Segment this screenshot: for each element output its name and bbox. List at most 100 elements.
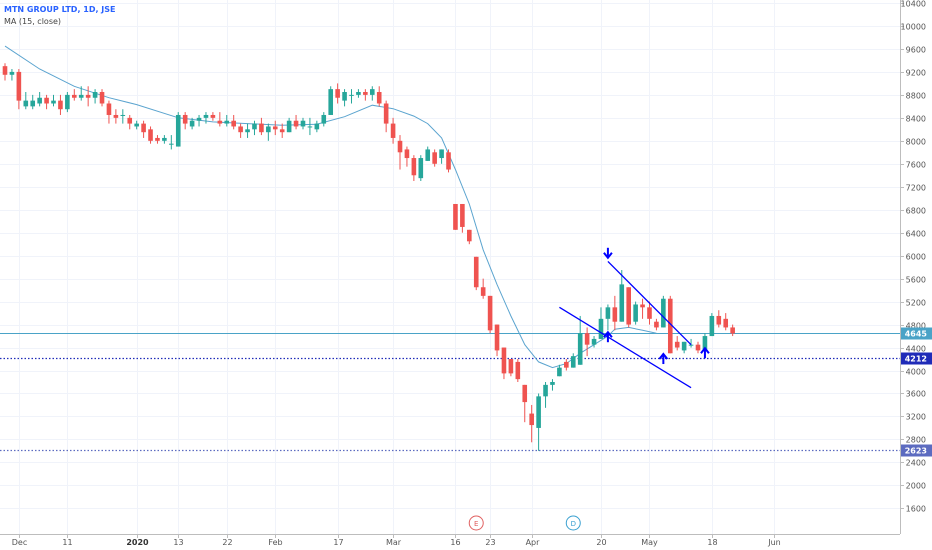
candle-body	[446, 152, 451, 170]
candle	[72, 89, 77, 101]
candle	[723, 313, 729, 331]
candle	[487, 295, 493, 334]
arrow-up-icon[interactable]	[700, 346, 710, 359]
candle-body	[58, 100, 63, 110]
candle-body	[453, 203, 458, 230]
price-level-badge	[901, 444, 932, 457]
candle	[44, 94, 49, 110]
candle	[155, 135, 160, 144]
trend-channel-drawing[interactable]	[559, 247, 710, 389]
candle	[286, 117, 292, 133]
candle-body	[557, 367, 562, 377]
candle-body	[321, 114, 327, 124]
candle-body	[148, 129, 153, 141]
channel-upper-line[interactable]	[607, 260, 692, 346]
chart-legend: MTN GROUP LTD, 1D, JSE MA (15, close)	[4, 4, 116, 28]
candle-body	[37, 97, 42, 104]
candle	[238, 123, 243, 138]
candle-body	[383, 103, 389, 124]
event-circle	[468, 515, 484, 531]
arrow-down-icon[interactable]	[603, 247, 613, 260]
candle-body	[432, 152, 437, 164]
candle-body	[245, 129, 250, 133]
candle-body	[72, 94, 77, 98]
candle-body	[127, 117, 133, 124]
candle-body	[238, 126, 243, 133]
time-axis[interactable]: Dec 11 2020 13 22 Feb 17 Mar 16 23 Apr 20 May 18 Jun	[0, 534, 900, 547]
candle	[335, 83, 340, 104]
event-label: E	[474, 520, 478, 528]
candle-body	[30, 100, 36, 107]
candle	[266, 123, 271, 141]
arrow-up-icon[interactable]	[658, 352, 669, 365]
candle	[231, 114, 236, 130]
candle	[543, 381, 548, 408]
candle-body	[716, 315, 722, 325]
candle	[418, 155, 424, 182]
symbol-title[interactable]: MTN GROUP LTD, 1D, JSE	[4, 5, 116, 14]
price-axis-background	[900, 0, 932, 550]
earnings-event-icon: E	[468, 515, 484, 531]
candle	[480, 278, 486, 299]
candle-body	[487, 295, 493, 331]
candle-body	[182, 114, 188, 124]
candle	[245, 123, 250, 138]
candle-body	[633, 304, 638, 322]
candle-body	[203, 114, 209, 118]
time-tick-label: 13	[173, 538, 183, 547]
candle-body	[626, 287, 631, 325]
candle	[376, 86, 382, 107]
candle	[681, 341, 687, 354]
candle-body	[536, 396, 541, 428]
candle-body	[2, 66, 8, 75]
candle-body	[9, 71, 15, 75]
time-tick-label: 2020	[126, 538, 149, 547]
time-tick-label: Feb	[268, 538, 282, 547]
candle-body	[162, 137, 167, 141]
candle-body	[674, 341, 680, 348]
candle	[37, 92, 42, 107]
candle	[272, 120, 278, 136]
candle	[175, 112, 181, 147]
candle	[293, 114, 299, 130]
candle	[314, 120, 320, 133]
candle-body	[363, 92, 368, 95]
candle-body	[196, 117, 202, 121]
candle	[78, 86, 84, 101]
candle-body	[266, 126, 271, 133]
candle	[688, 338, 694, 348]
candle-body	[425, 149, 431, 161]
candle	[536, 393, 541, 451]
channel-lower-line[interactable]	[559, 306, 692, 389]
candle	[99, 89, 105, 107]
price-tick-label: 7200	[906, 184, 926, 193]
candle	[148, 126, 153, 144]
candle	[9, 69, 15, 81]
candle-body	[619, 284, 625, 322]
price-level-lines	[0, 333, 900, 452]
candle	[397, 135, 403, 170]
candle	[356, 89, 361, 98]
arrow-up-icon[interactable]	[603, 330, 613, 343]
price-level-badge	[901, 352, 932, 365]
price-tick-label: 9200	[906, 69, 926, 78]
price-tick-label: 3200	[906, 413, 926, 422]
candle-body	[605, 307, 611, 319]
candle-body	[591, 338, 597, 345]
candle-body	[293, 120, 299, 127]
candle-body	[550, 381, 555, 385]
price-axis[interactable]: 1600 2000 2400 2800 3200 3600 4000 4400 4800 5200…	[900, 0, 932, 550]
time-tick-label: 18	[707, 538, 717, 547]
candle-body	[134, 123, 139, 127]
candle	[127, 114, 133, 130]
price-tick-label: 6000	[906, 253, 926, 262]
candle-body	[279, 129, 285, 133]
price-tick-label: 6800	[906, 207, 926, 216]
indicator-label[interactable]: MA (15, close)	[4, 17, 62, 26]
arrow-head	[603, 330, 613, 338]
candle	[661, 295, 666, 328]
candle	[473, 256, 479, 291]
candle-body	[376, 92, 382, 104]
candle	[85, 86, 91, 107]
